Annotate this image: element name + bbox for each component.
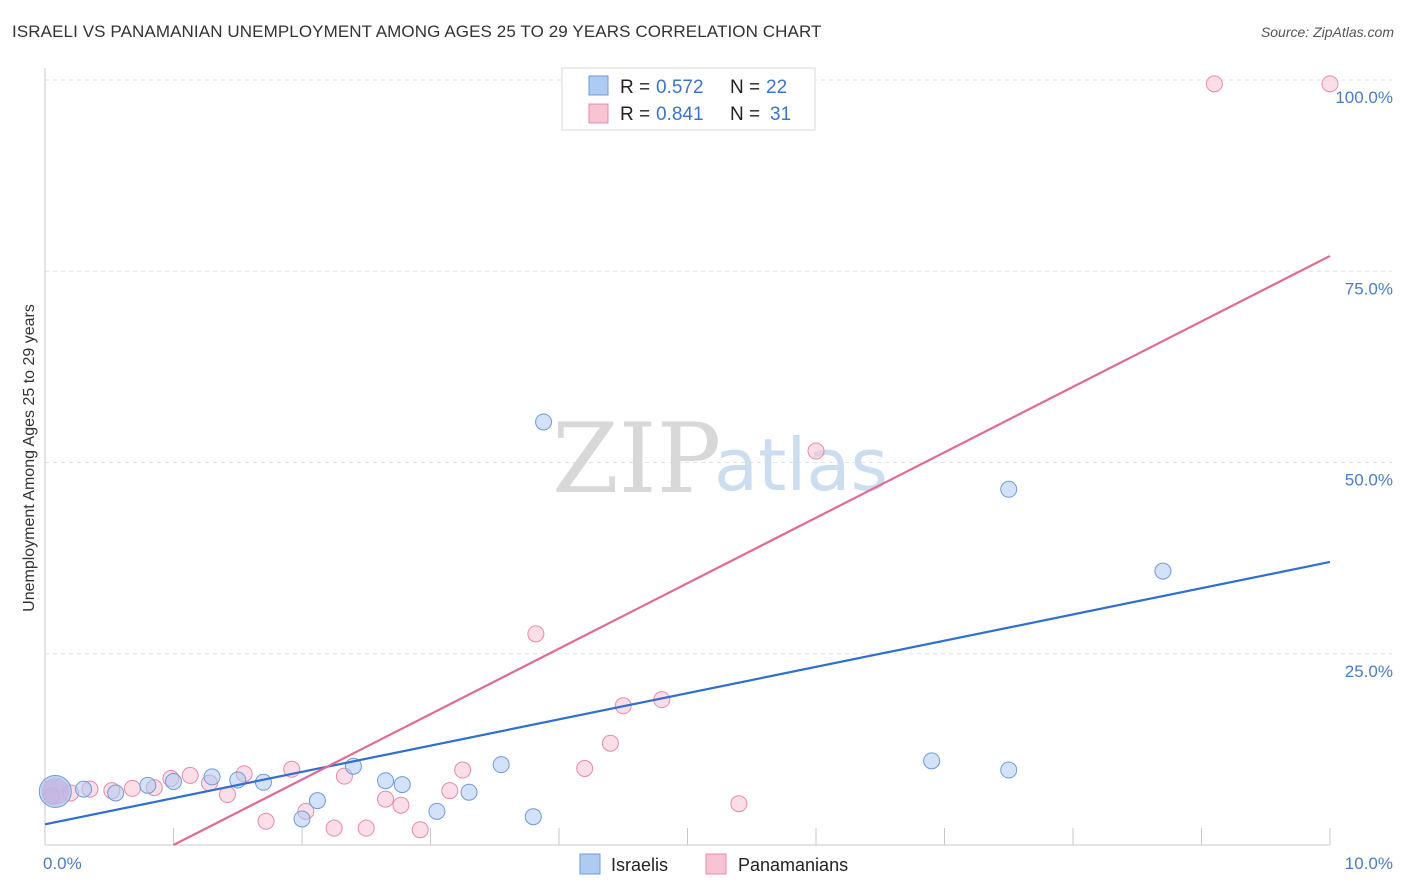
series-legend-label-israelis: Israelis (611, 855, 668, 875)
legend-swatch-israelis (588, 75, 609, 96)
source-label: Source: ZipAtlas.com (1260, 24, 1394, 40)
stats-legend: R = 0.572 N = 22 R = 0.841 N = 31 (561, 67, 816, 131)
panamanian-point (123, 779, 141, 797)
panamanian-point (181, 766, 199, 784)
legend-n-label: N = (730, 77, 760, 98)
watermark-atlas: atlas (714, 423, 888, 507)
y-tick-label: 75.0% (1345, 279, 1393, 298)
panamanian-point (377, 790, 395, 808)
panamanian-point (454, 761, 472, 779)
series-legend: Israelis Panamanians (579, 853, 848, 875)
panamanian-point (325, 819, 343, 837)
watermark: ZIP atlas (552, 403, 888, 515)
israeli-point (293, 810, 311, 828)
legend-r-label: R = (620, 104, 650, 125)
y-tick-label: 25.0% (1345, 662, 1393, 681)
legend-r-label: R = (620, 77, 650, 98)
x-tick-label: 10.0% (1345, 854, 1393, 873)
panamanian-trend-line (173, 254, 1331, 846)
series-legend-label-panamanians: Panamanians (738, 855, 848, 875)
israeli-point (524, 808, 542, 826)
israeli-trend-line (44, 560, 1331, 826)
israeli-point (460, 783, 478, 801)
panamanian-point (807, 442, 825, 460)
panamanian-point (527, 625, 545, 643)
x-ticks (173, 828, 1331, 845)
israeli-point (203, 768, 221, 786)
legend-n-label: N = (730, 104, 760, 125)
israeli-point (139, 776, 157, 794)
panamanian-point (1321, 75, 1339, 93)
legend-r-value: 0.841 (656, 104, 704, 125)
legend-r-value: 0.572 (656, 77, 704, 98)
legend-swatch-panamanians (588, 103, 609, 124)
series-legend-swatch-panamanians (705, 853, 727, 875)
israeli-point (308, 792, 326, 810)
cluster-overlap (41, 777, 70, 806)
panamanian-point (392, 796, 410, 814)
israeli-point (165, 773, 182, 791)
grid-lines (45, 79, 1392, 655)
x-tick-label: 0.0% (43, 854, 82, 873)
panamanian-point (257, 812, 275, 830)
israeli-point (377, 772, 395, 790)
legend-n-value: 22 (766, 77, 787, 98)
y-tick-label: 100.0% (1335, 88, 1393, 107)
panamanian-point (441, 782, 459, 800)
israeli-point (535, 413, 553, 431)
chart-title: ISRAELI VS PANAMANIAN UNEMPLOYMENT AMONG… (12, 22, 822, 41)
israeli-point (1000, 480, 1018, 498)
y-tick-label: 50.0% (1345, 471, 1393, 490)
y-tick-labels: 25.0% 50.0% 75.0% 100.0% (1335, 88, 1393, 681)
panamanian-point (576, 760, 594, 777)
israeli-point (107, 784, 125, 802)
panamanian-point (411, 821, 429, 839)
israeli-point (75, 780, 93, 798)
trend-lines (44, 254, 1331, 846)
israeli-point (492, 756, 510, 774)
panamanian-point (357, 819, 375, 837)
israeli-point (1000, 761, 1018, 779)
watermark-zip: ZIP (552, 403, 721, 515)
israeli-point (1154, 562, 1172, 580)
panamanian-point (1205, 75, 1223, 93)
panamanian-point (601, 734, 619, 752)
legend-n-value: 31 (770, 104, 791, 125)
y-axis-label: Unemployment Among Ages 25 to 29 years (21, 304, 38, 612)
israeli-point (428, 802, 446, 820)
series-legend-swatch-israelis (579, 853, 601, 875)
israeli-point (393, 776, 411, 794)
israeli-point (923, 752, 941, 770)
israeli-point (254, 773, 272, 791)
israeli-points (38, 413, 1172, 828)
x-tick-labels: 0.0% 10.0% (43, 854, 1393, 873)
panamanian-point (730, 795, 748, 813)
